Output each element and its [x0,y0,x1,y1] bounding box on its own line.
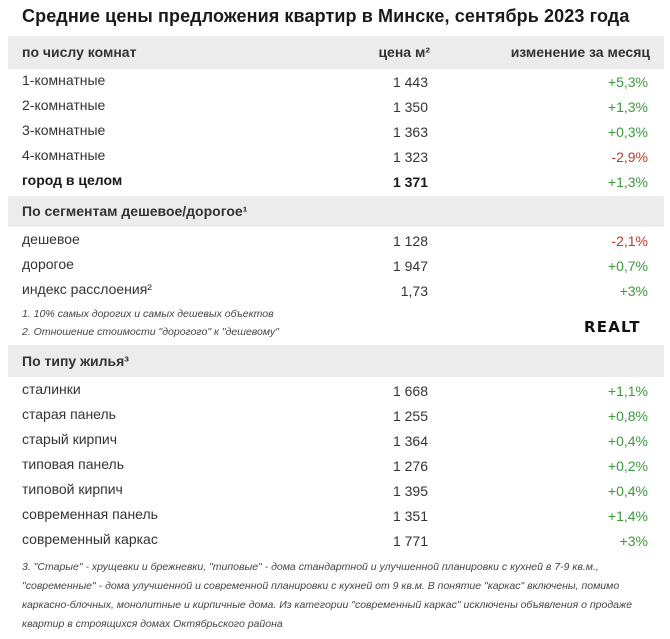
table-row: типовой кирпич 1 395 +0,4% [0,479,670,504]
table-row: дорогое 1 947 +0,7% [0,254,670,279]
row-label: город в целом [22,172,123,188]
table-row: современный каркас 1 771 +3% [0,529,670,554]
row-change: +0,4% [607,483,648,499]
row-change: +1,4% [607,508,648,524]
row-change: -2,1% [611,233,648,249]
row-label: 2-комнатные [22,97,106,113]
row-price: 1 255 [392,408,428,424]
row-price: 1 323 [392,149,428,165]
table-header: по числу комнат цена м² изменение за мес… [8,36,664,69]
table-row: 4-комнатные 1 323 -2,9% [0,145,670,170]
row-label: 3-комнатные [22,122,106,138]
row-price: 1 351 [392,508,428,524]
header-price: цена м² [378,44,430,60]
table-row: 1-комнатные 1 443 +5,3% [0,70,670,95]
row-change: -2,9% [611,149,648,165]
page-title: Средние цены предложения квартир в Минск… [22,6,630,26]
realt-logo: REALT [584,318,641,336]
row-change: +1,3% [607,174,648,190]
row-label: старый кирпич [22,431,118,447]
section-segments: По сегментам дешевое/дорогое¹ [8,196,664,227]
row-label: современная панель [22,506,158,522]
table-row: современная панель 1 351 +1,4% [0,504,670,529]
row-price: 1 276 [392,458,428,474]
table-row: старая панель 1 255 +0,8% [0,404,670,429]
row-label: индекс расслоения² [22,281,152,297]
row-price: 1 364 [392,433,428,449]
row-price: 1 128 [392,233,428,249]
row-label: сталинки [22,381,81,397]
table-row: 2-комнатные 1 350 +1,3% [0,95,670,120]
table-row: старый кирпич 1 364 +0,4% [0,429,670,454]
row-change: +1,1% [607,383,648,399]
footnote-3: 3. "Старые" - хрущевки и брежневки, "тип… [22,561,633,630]
footnote-2: 2. Отношение стоимости "дорогого" к "деш… [22,326,279,338]
row-price: 1 395 [392,483,428,499]
row-change: +0,4% [607,433,648,449]
row-price: 1 771 [392,533,428,549]
row-label: дорогое [22,256,74,272]
row-change: +0,2% [607,458,648,474]
row-label: старая панель [22,406,116,422]
row-change: +0,8% [607,408,648,424]
section-heading: По сегментам дешевое/дорогое¹ [22,203,248,219]
row-change: +3% [619,283,648,299]
row-label: типовая панель [22,456,125,472]
footnote-1: 1. 10% самых дорогих и самых дешевых объ… [22,308,274,320]
row-change: +0,3% [607,124,648,140]
table-row: типовая панель 1 276 +0,2% [0,454,670,479]
table-row: сталинки 1 668 +1,1% [0,379,670,404]
section-heading: По типу жилья³ [22,353,129,369]
row-change: +3% [619,533,648,549]
row-label: 1-комнатные [22,72,106,88]
row-price: 1 371 [392,174,428,190]
row-change: +1,3% [607,99,648,115]
row-change: +5,3% [607,74,648,90]
table-row: дешевое 1 128 -2,1% [0,229,670,254]
row-label: современный каркас [22,531,158,547]
row-price: 1 363 [392,124,428,140]
row-price: 1 947 [392,258,428,274]
row-price: 1 668 [392,383,428,399]
row-label: типовой кирпич [22,481,123,497]
table-row: 3-комнатные 1 363 +0,3% [0,120,670,145]
table-row: индекс расслоения² 1,73 +3% [0,279,670,304]
section-housing: По типу жилья³ [8,345,664,377]
row-price: 1 350 [392,99,428,115]
row-price: 1,73 [400,283,428,299]
header-rooms: по числу комнат [22,44,137,60]
row-label: 4-комнатные [22,147,106,163]
table-row-total: город в целом 1 371 +1,3% [0,170,670,195]
row-label: дешевое [22,231,80,247]
row-change: +0,7% [607,258,648,274]
row-price: 1 443 [392,74,428,90]
header-change: изменение за месяц [510,44,650,60]
